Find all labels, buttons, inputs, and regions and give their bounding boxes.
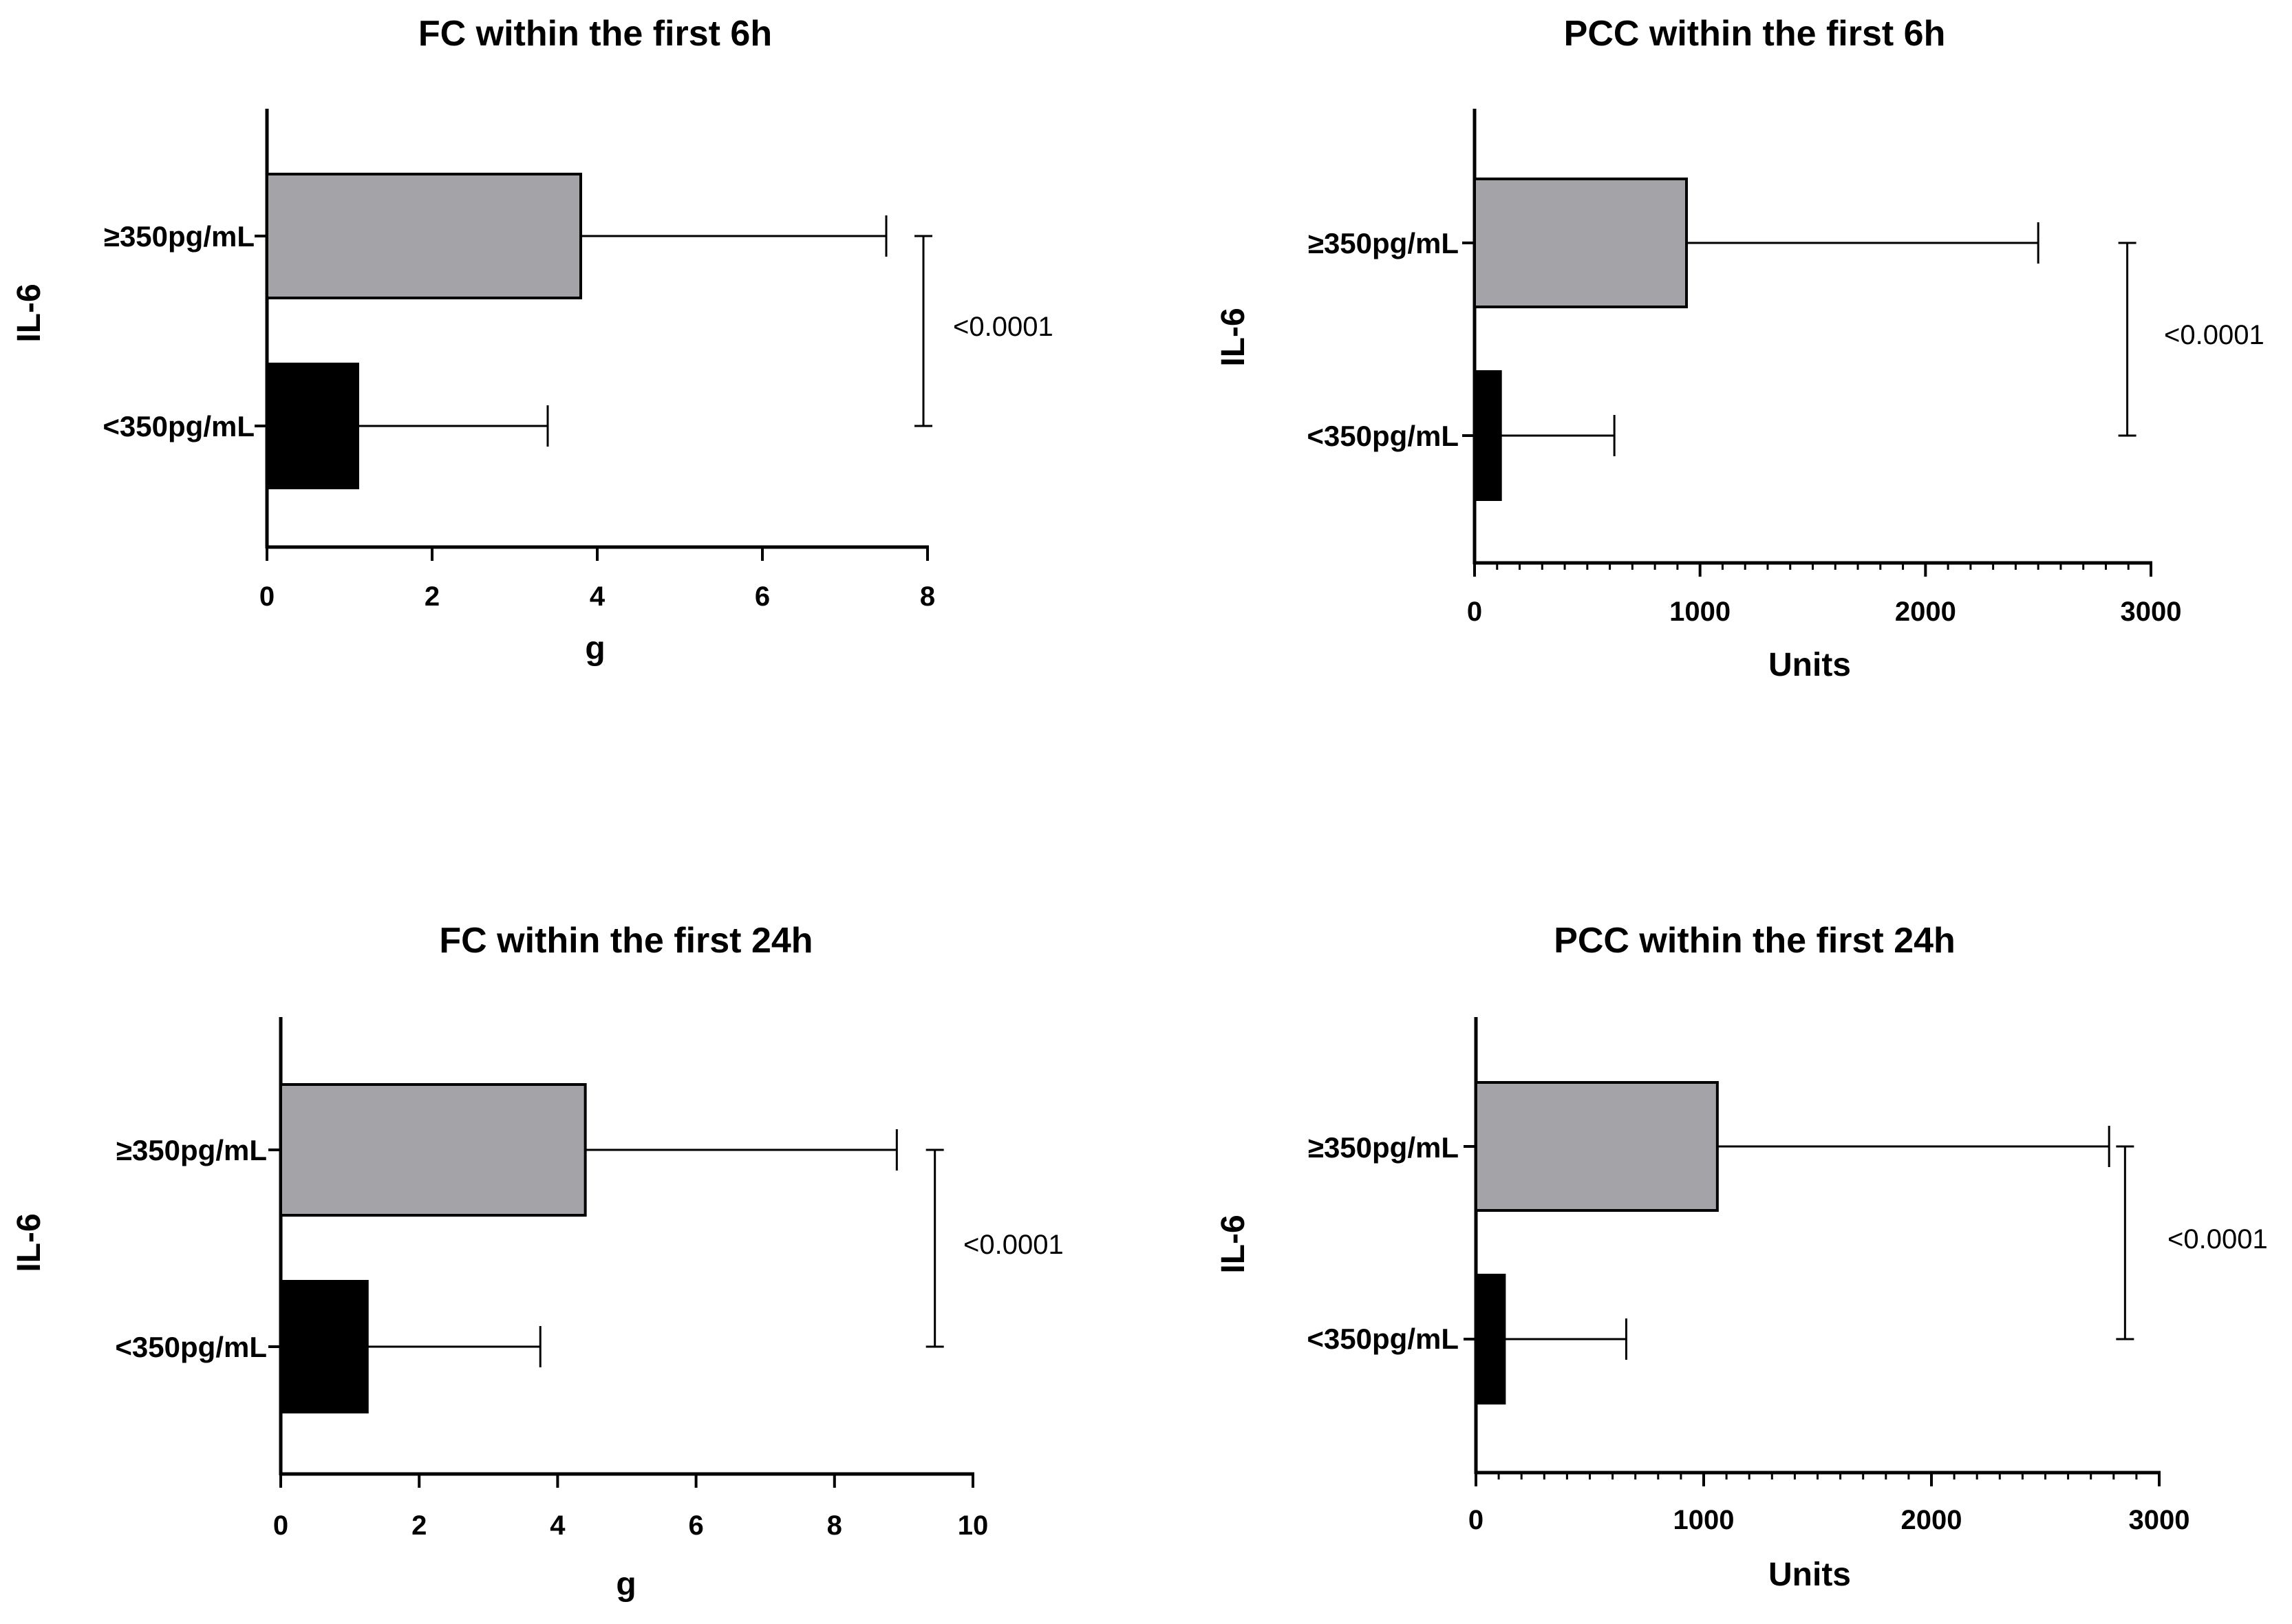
y-axis-label: IL-6 bbox=[11, 1213, 47, 1272]
x-tick-label: 3000 bbox=[2121, 597, 2182, 627]
chart-title: FC within the first 6h bbox=[418, 14, 772, 54]
bar-low bbox=[1475, 1274, 1506, 1404]
bar-low bbox=[1473, 370, 1502, 501]
category-label-low: <350pg/mL bbox=[115, 1331, 267, 1363]
x-tick-label: 0 bbox=[273, 1510, 288, 1541]
x-tick-label: 0 bbox=[1468, 1505, 1484, 1535]
x-axis-label: g bbox=[616, 1566, 636, 1603]
x-tick-label: 6 bbox=[755, 581, 770, 612]
x-tick-label: 2000 bbox=[1895, 597, 1956, 627]
x-tick-label: 2000 bbox=[1901, 1505, 1962, 1535]
x-tick-label: 4 bbox=[550, 1510, 566, 1541]
p-value-label: <0.0001 bbox=[2164, 320, 2264, 350]
panel-pcc-6h: PCC within the first 6h IL-6 Units ≥350p… bbox=[1215, 14, 2264, 683]
bar-high bbox=[1475, 1081, 1719, 1212]
x-tick-label: 10 bbox=[958, 1510, 989, 1541]
chart-title: PCC within the first 6h bbox=[1564, 14, 1946, 54]
x-tick-label: 1000 bbox=[1673, 1505, 1735, 1535]
panel-pcc-24h: PCC within the first 24h IL-6 Units ≥350… bbox=[1215, 921, 2268, 1593]
panel-fc-6h: FC within the first 6h IL-6 g ≥350pg/mL … bbox=[11, 14, 1053, 667]
x-tick-label: 3000 bbox=[2129, 1505, 2190, 1535]
p-value-label: <0.0001 bbox=[963, 1230, 1064, 1260]
x-tick-label: 0 bbox=[1467, 597, 1482, 627]
panel-fc-24h: FC within the first 24h IL-6 g ≥350pg/mL… bbox=[11, 921, 1064, 1603]
p-value-label: <0.0001 bbox=[2167, 1224, 2268, 1254]
x-tick-label: 2 bbox=[425, 581, 440, 612]
chart-title: PCC within the first 24h bbox=[1554, 921, 1956, 961]
category-label-low: <350pg/mL bbox=[1307, 420, 1459, 452]
category-label-high: ≥350pg/mL bbox=[116, 1134, 267, 1166]
bar-low bbox=[279, 1280, 369, 1413]
category-label-high: ≥350pg/mL bbox=[1308, 227, 1459, 259]
y-axis-label: IL-6 bbox=[11, 284, 47, 342]
x-tick-label: 4 bbox=[590, 581, 606, 612]
p-value-label: <0.0001 bbox=[953, 312, 1053, 342]
x-tick-label: 8 bbox=[920, 581, 935, 612]
y-axis-label: IL-6 bbox=[1215, 1215, 1252, 1273]
x-axis-label: Units bbox=[1768, 647, 1851, 683]
x-tick-label: 2 bbox=[411, 1510, 427, 1541]
x-tick-label: 6 bbox=[688, 1510, 703, 1541]
category-label-high: ≥350pg/mL bbox=[104, 220, 255, 253]
category-label-low: <350pg/mL bbox=[103, 410, 255, 442]
x-tick-label: 0 bbox=[259, 581, 275, 612]
bar-high bbox=[1473, 178, 1689, 308]
bar-high bbox=[279, 1083, 587, 1217]
bar-high bbox=[266, 173, 582, 299]
y-axis-label: IL-6 bbox=[1215, 308, 1252, 366]
category-label-low: <350pg/mL bbox=[1307, 1323, 1459, 1355]
category-label-high: ≥350pg/mL bbox=[1308, 1131, 1459, 1164]
bar-low bbox=[266, 363, 359, 489]
x-tick-label: 1000 bbox=[1669, 597, 1731, 627]
x-tick-label: 8 bbox=[827, 1510, 842, 1541]
x-axis-label: g bbox=[585, 630, 605, 667]
chart-title: FC within the first 24h bbox=[439, 921, 813, 961]
x-axis-label: Units bbox=[1768, 1557, 1851, 1593]
